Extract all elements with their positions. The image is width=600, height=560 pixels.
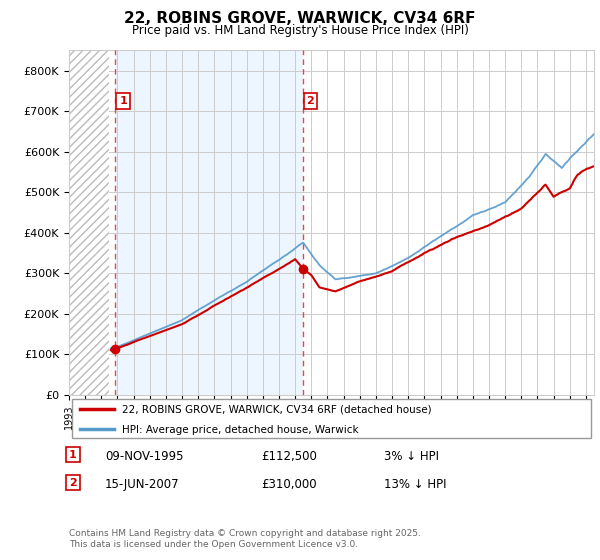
Text: 1: 1 [119,96,127,106]
Text: 15-JUN-2007: 15-JUN-2007 [105,478,179,491]
Text: Price paid vs. HM Land Registry's House Price Index (HPI): Price paid vs. HM Land Registry's House … [131,24,469,36]
Text: 3% ↓ HPI: 3% ↓ HPI [384,450,439,463]
Text: 22, ROBINS GROVE, WARWICK, CV34 6RF: 22, ROBINS GROVE, WARWICK, CV34 6RF [124,11,476,26]
Text: £112,500: £112,500 [261,450,317,463]
Text: 13% ↓ HPI: 13% ↓ HPI [384,478,446,491]
Text: 1: 1 [69,450,77,460]
Bar [69,50,109,395]
Text: 2: 2 [307,96,314,106]
Bar [69,50,109,395]
Text: Contains HM Land Registry data © Crown copyright and database right 2025.
This d: Contains HM Land Registry data © Crown c… [69,529,421,549]
FancyBboxPatch shape [71,399,591,438]
Text: 22, ROBINS GROVE, WARWICK, CV34 6RF (detached house): 22, ROBINS GROVE, WARWICK, CV34 6RF (det… [121,404,431,414]
Text: 2: 2 [69,478,77,488]
Bar [115,50,302,395]
Text: £310,000: £310,000 [261,478,317,491]
Text: HPI: Average price, detached house, Warwick: HPI: Average price, detached house, Warw… [121,424,358,435]
Text: 09-NOV-1995: 09-NOV-1995 [105,450,184,463]
